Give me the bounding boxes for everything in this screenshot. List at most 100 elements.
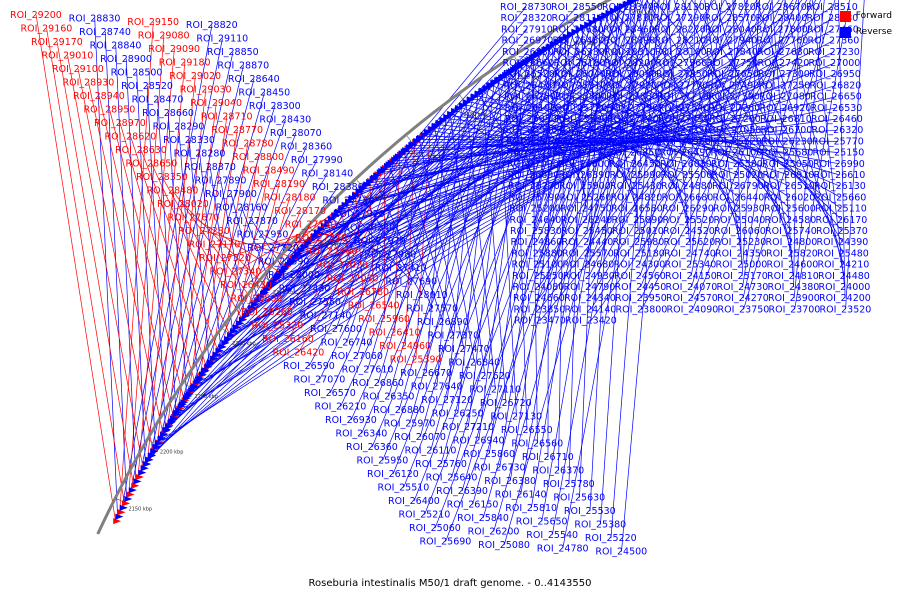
- feature-label: ROI_26540: [348, 300, 400, 311]
- feature-arrow: [230, 328, 239, 335]
- connector-line: [586, 2, 627, 232]
- feature-label: ROI_26330: [553, 47, 605, 58]
- feature-arrow: [152, 444, 161, 451]
- feature-label: ROI_25770: [812, 136, 864, 147]
- feature-label: ROI_26510: [763, 181, 815, 192]
- feature-label: ROI_26200: [468, 526, 520, 537]
- feature-arrow: [409, 141, 418, 148]
- connector-line: [641, 0, 808, 310]
- connector-line: [503, 0, 659, 545]
- feature-label: ROI_27610: [342, 364, 394, 375]
- feature-arrow: [227, 332, 236, 339]
- feature-label: ROI_29180: [159, 57, 211, 68]
- feature-label: ROI_27650: [707, 69, 759, 80]
- feature-label: ROI_28140: [301, 169, 353, 180]
- feature-arrow: [580, 24, 589, 31]
- feature-label: ROI_25950: [357, 456, 409, 467]
- feature-label: ROI_23950: [615, 293, 667, 304]
- feature-label: ROI_27290: [654, 13, 706, 24]
- feature-arrow: [210, 355, 219, 362]
- feature-label: ROI_26930: [325, 415, 377, 426]
- feature-label: ROI_25100: [512, 260, 564, 271]
- feature-label: ROI_27590: [258, 256, 310, 267]
- feature-label: ROI_28330: [163, 135, 215, 146]
- feature-label: ROI_27130: [490, 412, 542, 423]
- connector-line: [214, 146, 307, 355]
- feature-label: ROI_27540: [658, 103, 710, 114]
- feature-label: ROI_26190: [505, 103, 557, 114]
- connector-line: [157, 75, 196, 442]
- connector-line: [185, 29, 681, 398]
- feature-label: ROI_24660: [513, 293, 565, 304]
- feature-label: ROI_28210: [655, 36, 707, 47]
- feature-label: ROI_26670: [400, 368, 452, 379]
- connector-line: [588, 0, 702, 265]
- feature-label: ROI_28820: [186, 20, 238, 31]
- feature-label: ROI_27570: [406, 304, 458, 315]
- feature-arrow: [345, 198, 354, 205]
- feature-label: ROI_24300: [614, 260, 666, 271]
- scale-tick: [309, 227, 315, 232]
- feature-label: ROI_27370: [427, 331, 479, 342]
- feature-label: ROI_25340: [665, 260, 717, 271]
- connector-line: [496, 78, 789, 176]
- connector-line: [119, 122, 196, 383]
- connector-line: [130, 38, 223, 490]
- scale-tick: [406, 136, 412, 142]
- connector-line: [235, 213, 335, 272]
- connector-line: [271, 73, 785, 282]
- feature-label: ROI_27620: [459, 371, 511, 382]
- feature-label: ROI_27050: [710, 125, 762, 136]
- feature-label: ROI_25780: [543, 479, 595, 490]
- feature-label: ROI_28660: [142, 108, 194, 119]
- feature-label: ROI_25060: [409, 523, 461, 534]
- feature-label: ROI_26430: [220, 280, 272, 291]
- connector-line: [520, 62, 739, 187]
- feature-label: ROI_24640: [510, 215, 562, 226]
- connector-line: [531, 8, 614, 508]
- connector-line: [427, 129, 584, 153]
- genome-backbone: [96, 0, 613, 535]
- feature-arrow: [439, 116, 448, 123]
- connector-line: [610, 0, 654, 539]
- connector-line: [587, 0, 678, 254]
- feature-label: ROI_26380: [484, 476, 536, 487]
- feature-arrow: [115, 513, 124, 520]
- feature-label: ROI_27920: [333, 209, 385, 220]
- connector-line: [579, 15, 601, 498]
- feature-label: ROI_28930: [63, 78, 115, 89]
- feature-label: ROI_26120: [367, 469, 419, 480]
- connector-line: [172, 17, 782, 418]
- feature-label: ROI_29200: [10, 10, 62, 21]
- feature-arrow: [324, 219, 333, 226]
- feature-label: ROI_23900: [768, 293, 820, 304]
- feature-arrow: [359, 185, 368, 192]
- connector-line: [612, 8, 791, 221]
- feature-label: ROI_24520: [663, 226, 715, 237]
- feature-label: ROI_26440: [713, 192, 765, 203]
- feature-label: ROI_24380: [768, 282, 820, 293]
- connector-lines: [35, 0, 865, 552]
- connector-line: [438, 120, 737, 153]
- feature-label: ROI_28340: [602, 2, 654, 13]
- connector-line: [690, 0, 723, 265]
- feature-label: ROI_26920: [760, 103, 812, 114]
- legend-item-forward: Forward: [839, 8, 892, 24]
- scale-tick: [459, 95, 464, 101]
- feature-label: ROI_26490: [660, 148, 712, 159]
- connector-line: [508, 70, 586, 187]
- connector-line: [590, 0, 817, 321]
- feature-arrow: [185, 391, 194, 398]
- feature-label: ROI_24860: [511, 237, 563, 248]
- connector-line: [845, 0, 865, 310]
- feature-label: ROI_26850: [609, 148, 661, 159]
- feature-label: ROI_28230: [807, 13, 859, 24]
- connector-line: [608, 11, 740, 220]
- connector-line: [226, 159, 318, 339]
- connector-line: [247, 62, 733, 312]
- connector-line: [638, 0, 660, 243]
- scale-tick: [571, 22, 576, 28]
- connector-line: [104, 31, 127, 499]
- feature-label: ROI_26660: [503, 58, 555, 69]
- feature-label: ROI_28100: [655, 47, 707, 58]
